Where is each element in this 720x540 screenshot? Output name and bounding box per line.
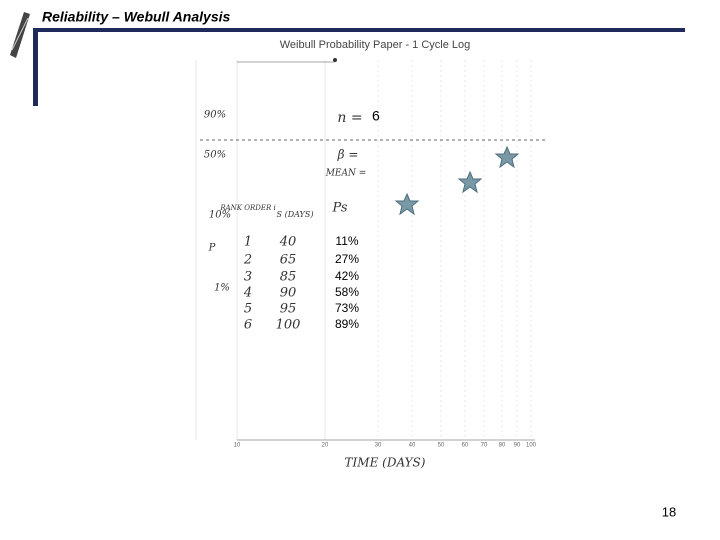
- table-header: RANK ORDER i: [219, 204, 275, 212]
- percentage: 42%: [335, 269, 359, 283]
- paper: [175, 35, 545, 460]
- table-cell: 100: [276, 318, 301, 333]
- x-tick-label: 20: [322, 443, 329, 449]
- left-label: 50%: [204, 150, 226, 161]
- x-axis-label: TIME (DAYS): [345, 456, 426, 470]
- star: [394, 192, 420, 216]
- x-tick-label: 30: [375, 443, 382, 449]
- table-cell: 5: [244, 302, 252, 317]
- percentage: 27%: [335, 252, 359, 266]
- x-tick-label: 90: [514, 443, 521, 449]
- table-cell: 95: [280, 302, 297, 317]
- table-cell: 1: [244, 235, 252, 250]
- percentage: 73%: [335, 301, 359, 315]
- x-tick-label: 70: [481, 443, 488, 449]
- x-tick-label: 80: [499, 443, 506, 449]
- table-cell: 85: [280, 270, 297, 285]
- x-tick-label: 100: [526, 443, 537, 449]
- table-cell: 40: [279, 235, 297, 250]
- star: [494, 145, 520, 169]
- percentage: 89%: [335, 317, 359, 331]
- x-tick-label: 10: [234, 443, 241, 449]
- table-cell: 65: [280, 253, 297, 268]
- left-label: 10%: [209, 210, 231, 221]
- n-label: n =: [337, 110, 362, 126]
- table-cell: 4: [243, 286, 252, 301]
- page-number: 18: [662, 504, 676, 519]
- left-label: P: [208, 243, 216, 254]
- x-tick-label: 40: [409, 443, 416, 449]
- star: [457, 170, 483, 194]
- table-cell: 2: [243, 253, 252, 268]
- x-tick-label: 50: [438, 443, 445, 449]
- table-cell: 6: [244, 318, 252, 333]
- paper-title: Weibull Probability Paper - 1 Cycle Log: [280, 39, 471, 51]
- mean-label: MEAN =: [325, 169, 367, 179]
- table-header: S (DAYS): [277, 210, 314, 219]
- percentage: 11%: [335, 234, 358, 248]
- header-rule: [33, 28, 685, 32]
- left-label: 90%: [204, 110, 226, 121]
- beta-label: β =: [337, 148, 359, 162]
- paper-grid: [195, 60, 535, 441]
- percentage: 58%: [335, 285, 359, 299]
- n-value: 6: [372, 108, 380, 124]
- left-label: 1%: [214, 283, 230, 294]
- origin-dot: [333, 58, 337, 62]
- table-cell: 3: [244, 270, 252, 285]
- plot-stars: [394, 145, 520, 216]
- table-cell: 90: [280, 286, 297, 301]
- x-tick-label: 60: [462, 443, 469, 449]
- ps-label: Ps: [331, 201, 347, 216]
- slide-title: Reliability – Webull Analysis: [42, 9, 230, 25]
- logo-icon: [10, 12, 30, 58]
- side-rule: [33, 28, 38, 106]
